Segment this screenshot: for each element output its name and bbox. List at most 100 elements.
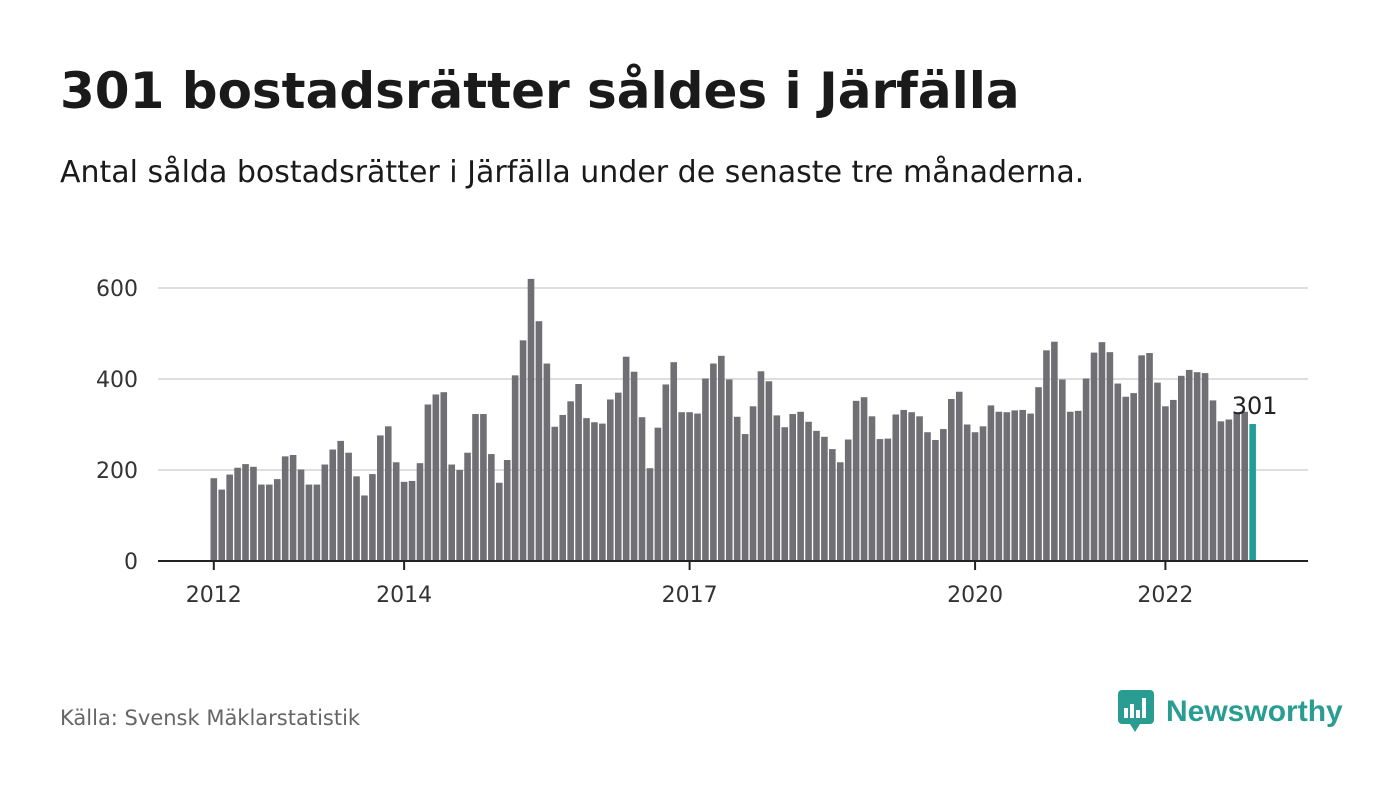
bar [860, 397, 868, 561]
bar [821, 436, 828, 561]
bar-highlighted [1249, 424, 1256, 561]
bar [607, 399, 614, 561]
bar [749, 406, 757, 561]
bar [1098, 342, 1106, 561]
bar [725, 379, 733, 561]
bar [242, 464, 249, 561]
bar [1122, 396, 1130, 561]
bar [670, 362, 678, 561]
bar [337, 440, 344, 561]
bar [1090, 352, 1098, 561]
bar [836, 462, 844, 561]
bar [218, 489, 226, 561]
bar [559, 414, 567, 561]
bar [321, 464, 329, 561]
bar [654, 427, 662, 561]
bar [781, 427, 789, 561]
bar [273, 479, 281, 561]
bar [480, 414, 487, 561]
bar [932, 439, 939, 561]
bar [773, 415, 781, 561]
bar [829, 449, 836, 561]
bar [1138, 355, 1145, 561]
bar [1154, 382, 1161, 561]
bar [1003, 412, 1011, 561]
bar [924, 432, 931, 561]
bar [1201, 373, 1209, 561]
bar [908, 412, 915, 561]
bar [1233, 413, 1241, 561]
bar [1162, 406, 1169, 561]
bar [543, 363, 551, 561]
bar [464, 452, 471, 561]
bar [377, 435, 384, 561]
bar [662, 384, 670, 561]
x-tick-label: 2012 [186, 583, 242, 608]
bar [1170, 399, 1177, 561]
chart-title: 301 bostadsrätter såldes i Järfälla [60, 62, 1020, 120]
bar [281, 456, 289, 561]
bar [1225, 419, 1233, 561]
bar [567, 401, 574, 561]
bar [258, 484, 265, 561]
bar [210, 478, 218, 561]
bar [495, 482, 503, 561]
bar [1193, 372, 1201, 561]
bar [765, 381, 773, 561]
bar [448, 464, 455, 561]
bar [1011, 410, 1019, 561]
bar [955, 391, 963, 561]
y-tick-label: 0 [124, 550, 138, 575]
chart-subtitle: Antal sålda bostadsrätter i Järfälla und… [60, 155, 1085, 190]
bar [694, 413, 701, 561]
bar [797, 411, 804, 561]
y-tick-label: 600 [96, 277, 138, 302]
bar [868, 416, 876, 561]
bar [511, 375, 519, 561]
bar-value-annotation: 301 [1232, 392, 1278, 420]
bar [614, 392, 622, 561]
bar [1185, 369, 1193, 561]
y-tick-label: 400 [96, 368, 138, 393]
bar [622, 356, 630, 561]
bar [1130, 393, 1137, 561]
bar [741, 434, 749, 561]
bar [472, 414, 479, 561]
bar [884, 438, 892, 561]
bar [234, 467, 241, 561]
brand-logo: Newsworthy [1118, 690, 1343, 734]
bar [424, 404, 432, 561]
bar [757, 371, 765, 561]
bar [583, 418, 590, 561]
bar [1209, 400, 1217, 561]
bar [591, 422, 598, 561]
bar [1043, 350, 1050, 561]
bar [519, 340, 527, 561]
bar [979, 426, 987, 561]
brand-name: Newsworthy [1166, 695, 1343, 728]
bar [686, 412, 693, 561]
bar [646, 468, 654, 561]
bar [1106, 352, 1114, 561]
bar [1019, 409, 1026, 561]
bar [1177, 375, 1185, 561]
bar [305, 484, 313, 561]
bar [527, 278, 535, 561]
x-tick-label: 2022 [1137, 583, 1193, 608]
bar [702, 378, 709, 561]
bar [813, 430, 820, 561]
bar [963, 424, 971, 561]
source-note: Källa: Svensk Mäklarstatistik [60, 706, 361, 730]
bar [551, 426, 559, 561]
bar [940, 429, 947, 561]
bar [900, 409, 908, 561]
bar [408, 480, 416, 561]
bar [456, 470, 463, 561]
bar [718, 355, 725, 561]
bar [1059, 379, 1066, 561]
newsworthy-bar-chart-icon [1118, 690, 1154, 732]
bar [440, 392, 448, 561]
bar [852, 400, 860, 561]
bar [297, 469, 305, 561]
bar [416, 463, 424, 561]
